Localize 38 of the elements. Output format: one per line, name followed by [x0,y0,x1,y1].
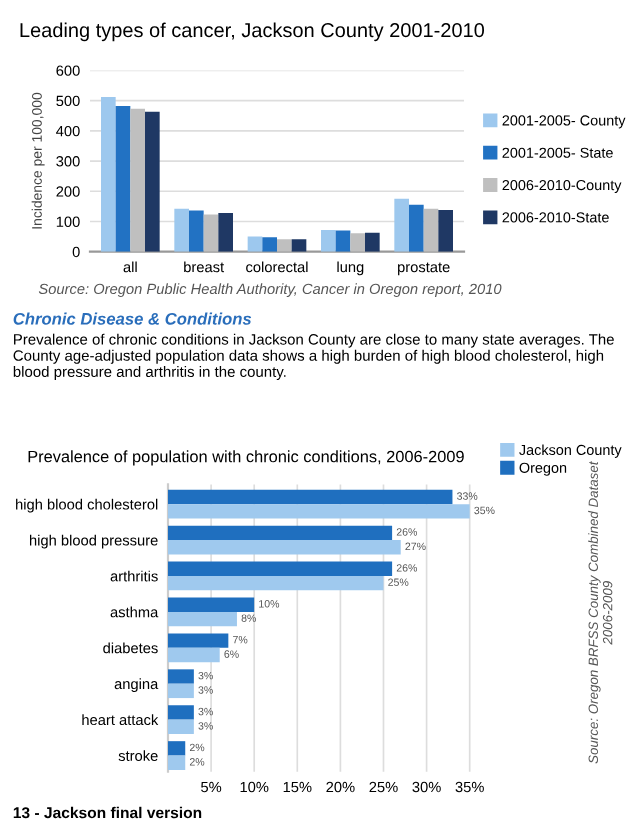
bar [423,208,439,252]
bar [218,213,233,252]
chart-title: Prevalence of population with chronic conditions, 2006-2009 [28,450,464,466]
text: Chronic Disease & Conditions [13,312,252,325]
bar [101,96,116,252]
bar [168,540,401,555]
bar [168,575,384,591]
bar [409,204,424,252]
bar [365,232,380,252]
bar [168,683,194,699]
bar [168,611,237,627]
bar [262,237,277,252]
bar [291,239,307,252]
chart-title: Leading types of cancer, Jackson County 2001-2010 [20,22,485,42]
bar [174,208,189,252]
bar [168,633,229,648]
bar [168,504,470,519]
bar [168,719,194,734]
bar [335,230,351,252]
bar [168,489,453,505]
bar [168,755,186,770]
bar [277,239,292,252]
bar [115,106,131,252]
bar [203,214,219,252]
bar [321,229,336,252]
bar [168,597,255,612]
bar [350,233,365,252]
bar [130,108,145,252]
bar [168,705,194,720]
bar [145,111,160,252]
bar [168,741,186,756]
bar [168,647,220,663]
bar [189,210,204,252]
bar [438,210,453,252]
bar [168,561,393,576]
bar [394,198,409,252]
bar [168,669,194,684]
bar [168,525,393,541]
